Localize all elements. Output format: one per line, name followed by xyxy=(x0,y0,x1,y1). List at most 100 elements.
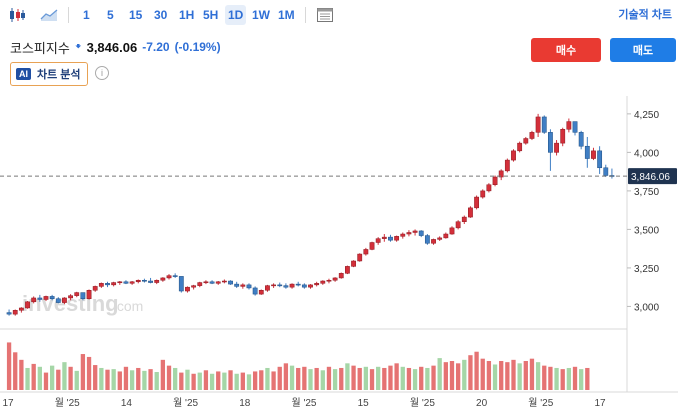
buy-button[interactable]: 매수 xyxy=(531,38,601,62)
info-icon[interactable]: i xyxy=(95,66,109,80)
interval-1mo[interactable]: 1M xyxy=(278,8,295,22)
time-tick-label: 20 xyxy=(476,398,488,409)
candle-up xyxy=(25,301,30,309)
candle-down xyxy=(548,132,553,153)
volume-bar xyxy=(246,374,252,390)
volume-bar xyxy=(517,363,522,390)
price-tick-label: 3,750 xyxy=(634,187,659,198)
calendar-icon[interactable] xyxy=(316,6,334,24)
volume-bar xyxy=(49,365,55,390)
candle-down xyxy=(142,279,147,282)
ai-chart-analysis-button[interactable]: AI 차트 분석 xyxy=(10,62,88,86)
volume-bar xyxy=(566,367,572,390)
volume-bar xyxy=(80,354,86,390)
time-tick-label: 17 xyxy=(594,398,606,409)
interval-1w[interactable]: 1W xyxy=(252,8,270,22)
candle-up xyxy=(566,121,572,130)
time-tick-label: 18 xyxy=(239,398,251,409)
price-tick-label: 4,000 xyxy=(634,148,659,159)
volume-bar xyxy=(492,364,498,390)
candle-up xyxy=(86,290,92,299)
candle-up xyxy=(332,277,338,281)
volume-bar xyxy=(160,359,166,390)
candle-up xyxy=(363,249,369,255)
candle-down xyxy=(105,283,110,286)
volume-bar xyxy=(406,367,412,390)
volume-bar xyxy=(351,365,356,390)
volume-bar xyxy=(412,369,418,390)
candle-up xyxy=(154,279,160,283)
candle-up xyxy=(449,227,455,235)
candle-up xyxy=(221,280,227,283)
volume-bar xyxy=(68,366,73,390)
candle-up xyxy=(529,132,535,139)
interval-5h[interactable]: 5H xyxy=(203,8,219,22)
candle-up xyxy=(560,129,566,144)
candle-up xyxy=(265,285,270,291)
price-change-pct: (-0.19%) xyxy=(174,40,221,54)
volume-bar xyxy=(542,365,547,390)
technical-chart-link[interactable]: 기술적 차트 xyxy=(618,9,672,21)
volume-bar xyxy=(302,366,307,390)
candle-up xyxy=(92,286,98,291)
toolbar-divider xyxy=(68,7,69,23)
price-tick-label: 4,250 xyxy=(634,110,659,121)
candle-down xyxy=(172,275,178,277)
volume-bar xyxy=(86,356,92,390)
volume-bar xyxy=(93,365,98,390)
candle-down xyxy=(277,284,283,287)
candle-down xyxy=(228,280,233,285)
volume-bar xyxy=(265,367,270,390)
interval-5m[interactable]: 5 xyxy=(107,8,114,22)
interval-1m[interactable]: 1 xyxy=(83,8,90,22)
toolbar-divider xyxy=(305,7,306,23)
time-tick-label: 17 xyxy=(2,398,14,409)
candle-down xyxy=(123,281,129,284)
volume-bar xyxy=(326,366,332,390)
volume-bar xyxy=(523,361,528,390)
volume-bar xyxy=(173,367,178,390)
interval-1d[interactable]: 1D xyxy=(225,5,247,25)
volume-bar xyxy=(369,369,375,390)
volume-bar xyxy=(572,366,578,390)
candle-down xyxy=(49,296,55,299)
candle-up xyxy=(129,281,135,284)
interval-30m[interactable]: 30 xyxy=(154,8,168,22)
volume-bar xyxy=(185,369,190,390)
candle-up xyxy=(117,281,123,284)
candle-down xyxy=(418,230,424,236)
candle-up xyxy=(443,233,449,239)
candle-down xyxy=(603,167,609,176)
candle-up xyxy=(135,279,141,283)
interval-15m[interactable]: 15 xyxy=(129,8,143,22)
candle-down xyxy=(424,235,430,244)
volume-bar xyxy=(400,366,405,390)
volume-bar xyxy=(252,371,258,390)
candle-up xyxy=(74,292,80,296)
volume-bar xyxy=(259,370,264,390)
candle-up xyxy=(517,142,523,152)
interval-1h[interactable]: 1H xyxy=(179,8,195,22)
candle-down xyxy=(597,150,603,169)
volume-bar xyxy=(117,371,122,390)
candle-up xyxy=(492,176,498,185)
candle-up xyxy=(591,150,596,159)
sell-button[interactable]: 매도 xyxy=(610,38,676,62)
candle-up xyxy=(468,207,473,218)
candle-up xyxy=(289,283,295,288)
candle-down xyxy=(295,283,301,286)
volume-bar xyxy=(419,366,424,390)
volume-bar xyxy=(13,352,18,390)
candle-down xyxy=(148,280,153,283)
candle-up xyxy=(400,233,406,237)
candle-up xyxy=(185,286,190,292)
candle-up xyxy=(523,138,529,144)
volume-bar xyxy=(62,362,67,390)
time-tick-label: 월 '25 xyxy=(55,397,80,409)
volume-bar xyxy=(548,366,553,390)
candle-up xyxy=(369,242,375,250)
area-chart-icon[interactable] xyxy=(40,6,58,24)
candlestick-icon[interactable] xyxy=(8,6,26,24)
volume-bar xyxy=(166,365,172,390)
